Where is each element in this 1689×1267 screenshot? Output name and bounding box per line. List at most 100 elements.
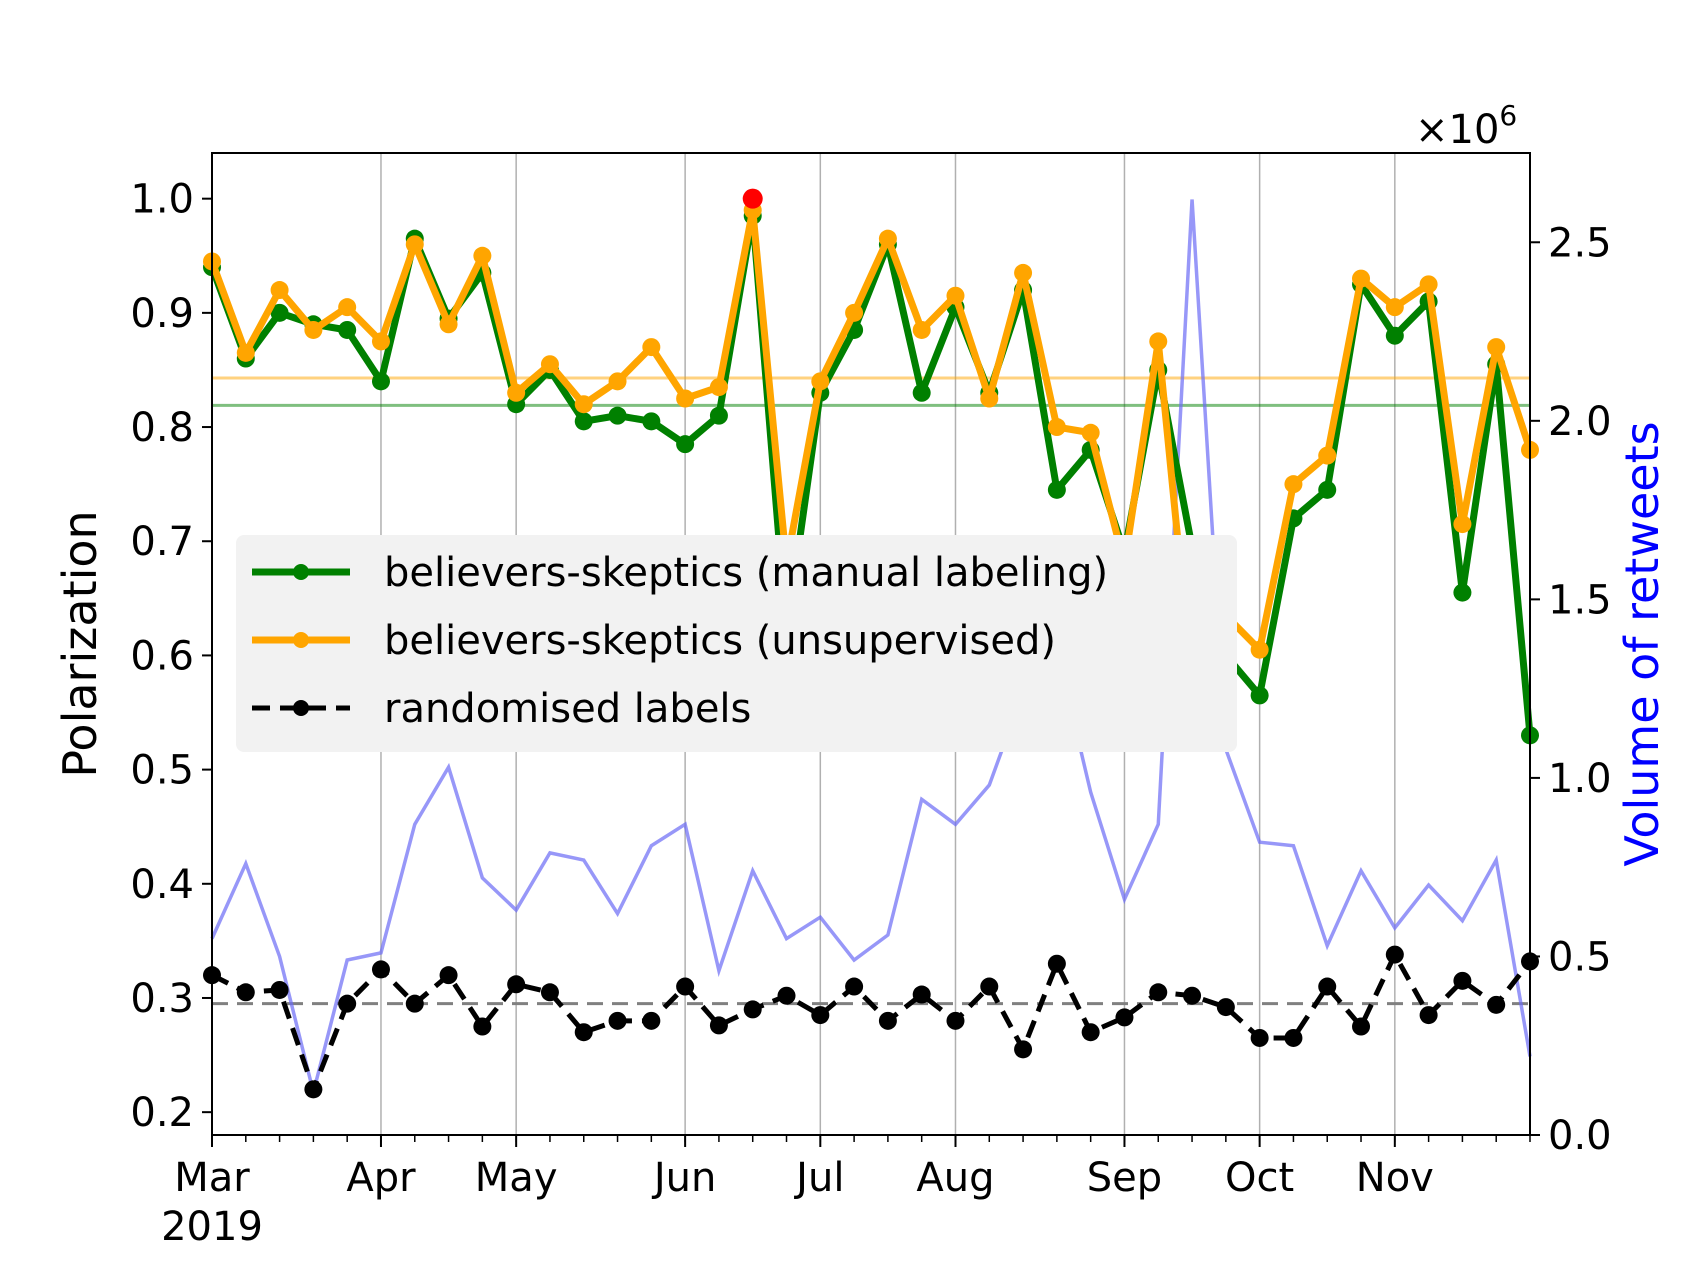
point-unsupervised-12 <box>608 372 627 391</box>
point-unsupervised-3 <box>304 320 323 339</box>
point-unsupervised-38 <box>1487 338 1506 357</box>
x-tick-label-aug: Aug <box>916 1155 994 1201</box>
y-right-tick-label-1.5: 1.5 <box>1548 577 1612 623</box>
highlight-point <box>742 188 763 209</box>
point-random-3 <box>304 1080 323 1099</box>
point-manual-21 <box>912 383 931 402</box>
point-unsupervised-13 <box>642 338 661 357</box>
point-manual-4 <box>338 320 357 339</box>
x-tick-label-mar: Mar <box>174 1155 250 1201</box>
y-left-tick-label-0.4: 0.4 <box>130 862 194 908</box>
axis-ticks: 0.2 0.3 0.4 0.5 0.6 0.7 0.8 0.9 1.0 0.0 0.5 1.0 1.5 2… <box>130 177 1611 1250</box>
point-random-13 <box>642 1011 661 1030</box>
y-left-tick-label-0.6: 0.6 <box>130 633 194 679</box>
point-unsupervised-33 <box>1318 446 1337 465</box>
x-tick-label-sep: Sep <box>1087 1155 1162 1201</box>
x-tick-label-nov: Nov <box>1356 1155 1434 1201</box>
point-random-37 <box>1453 971 1472 990</box>
point-random-22 <box>946 1011 965 1030</box>
point-unsupervised-23 <box>980 389 999 408</box>
point-unsupervised-1 <box>236 343 255 362</box>
point-unsupervised-19 <box>845 303 864 322</box>
y-right-tick-label-0.0: 0.0 <box>1548 1113 1612 1159</box>
point-random-31 <box>1250 1028 1269 1047</box>
point-manual-5 <box>371 372 390 391</box>
point-manual-25 <box>1047 480 1066 499</box>
point-random-29 <box>1183 986 1202 1005</box>
point-random-36 <box>1419 1006 1438 1025</box>
point-random-8 <box>473 1017 492 1036</box>
point-manual-13 <box>642 412 661 431</box>
point-unsupervised-31 <box>1250 640 1269 659</box>
point-random-9 <box>507 975 526 994</box>
x-tick-label-oct: Oct <box>1225 1155 1294 1201</box>
point-random-2 <box>270 980 289 999</box>
point-unsupervised-2 <box>270 281 289 300</box>
series-line-unsupervised <box>208 206 1534 688</box>
point-random-15 <box>709 1016 728 1035</box>
point-random-10 <box>540 983 559 1002</box>
point-unsupervised-15 <box>709 378 728 397</box>
point-unsupervised-7 <box>439 315 458 334</box>
point-manual-14 <box>676 435 695 454</box>
legend-label-random: randomised labels <box>384 686 751 732</box>
point-unsupervised-8 <box>473 246 492 265</box>
point-manual-2 <box>270 303 289 322</box>
legend: believers-skeptics (manual labeling) bel… <box>236 535 1237 752</box>
y-left-tick-label-0.7: 0.7 <box>130 519 194 565</box>
x-tick-label-jun: Jun <box>651 1155 717 1201</box>
point-unsupervised-4 <box>338 298 357 317</box>
x-tick-label-jul: Jul <box>793 1155 844 1201</box>
point-unsupervised-11 <box>574 395 593 414</box>
point-random-11 <box>574 1023 593 1042</box>
legend-marker-random <box>293 700 309 716</box>
point-unsupervised-6 <box>405 235 424 254</box>
y-right-tick-label-2.0: 2.0 <box>1548 399 1612 445</box>
point-unsupervised-26 <box>1081 423 1100 442</box>
point-unsupervised-22 <box>946 286 965 305</box>
point-unsupervised-18 <box>811 372 830 391</box>
point-random-5 <box>371 960 390 979</box>
y-left-label: Polarization <box>53 510 107 777</box>
y-right-label: Volume of retweets <box>1615 421 1669 866</box>
point-unsupervised-28 <box>1149 332 1168 351</box>
point-random-21 <box>912 985 931 1004</box>
y-right-multiplier: ×106 <box>1415 99 1517 153</box>
y-left-tick-label-0.8: 0.8 <box>130 405 194 451</box>
y-right-tick-label-1.0: 1.0 <box>1548 756 1612 802</box>
legend-box <box>236 535 1237 752</box>
point-random-16 <box>743 1000 762 1019</box>
point-random-7 <box>439 966 458 985</box>
y-left-tick-label-1.0: 1.0 <box>130 177 194 223</box>
point-random-4 <box>338 994 357 1013</box>
point-random-24 <box>1014 1040 1033 1059</box>
y-left-tick-label-0.9: 0.9 <box>130 291 194 337</box>
point-manual-11 <box>574 412 593 431</box>
point-unsupervised-37 <box>1453 515 1472 534</box>
point-random-17 <box>777 986 796 1005</box>
point-random-23 <box>980 977 999 996</box>
point-random-19 <box>845 977 864 996</box>
point-unsupervised-25 <box>1047 418 1066 437</box>
point-manual-33 <box>1318 480 1337 499</box>
point-unsupervised-20 <box>878 229 897 248</box>
point-manual-15 <box>709 406 728 425</box>
y-right-tick-label-0.5: 0.5 <box>1548 934 1612 980</box>
point-random-33 <box>1318 977 1337 996</box>
legend-label-unsupervised: believers-skeptics (unsupervised) <box>384 618 1056 664</box>
point-unsupervised-36 <box>1419 275 1438 294</box>
point-random-32 <box>1284 1028 1303 1047</box>
point-random-35 <box>1385 945 1404 964</box>
series-line-volume <box>210 199 1532 1093</box>
point-random-30 <box>1216 998 1235 1017</box>
point-unsupervised-21 <box>912 320 931 339</box>
legend-marker-manual <box>293 564 309 580</box>
point-manual-37 <box>1453 583 1472 602</box>
series-line-random <box>210 952 1532 1092</box>
point-random-6 <box>405 994 424 1013</box>
point-unsupervised-35 <box>1385 298 1404 317</box>
point-random-38 <box>1487 995 1506 1014</box>
x-tick-label-apr: Apr <box>346 1155 416 1201</box>
point-unsupervised-10 <box>540 355 559 374</box>
